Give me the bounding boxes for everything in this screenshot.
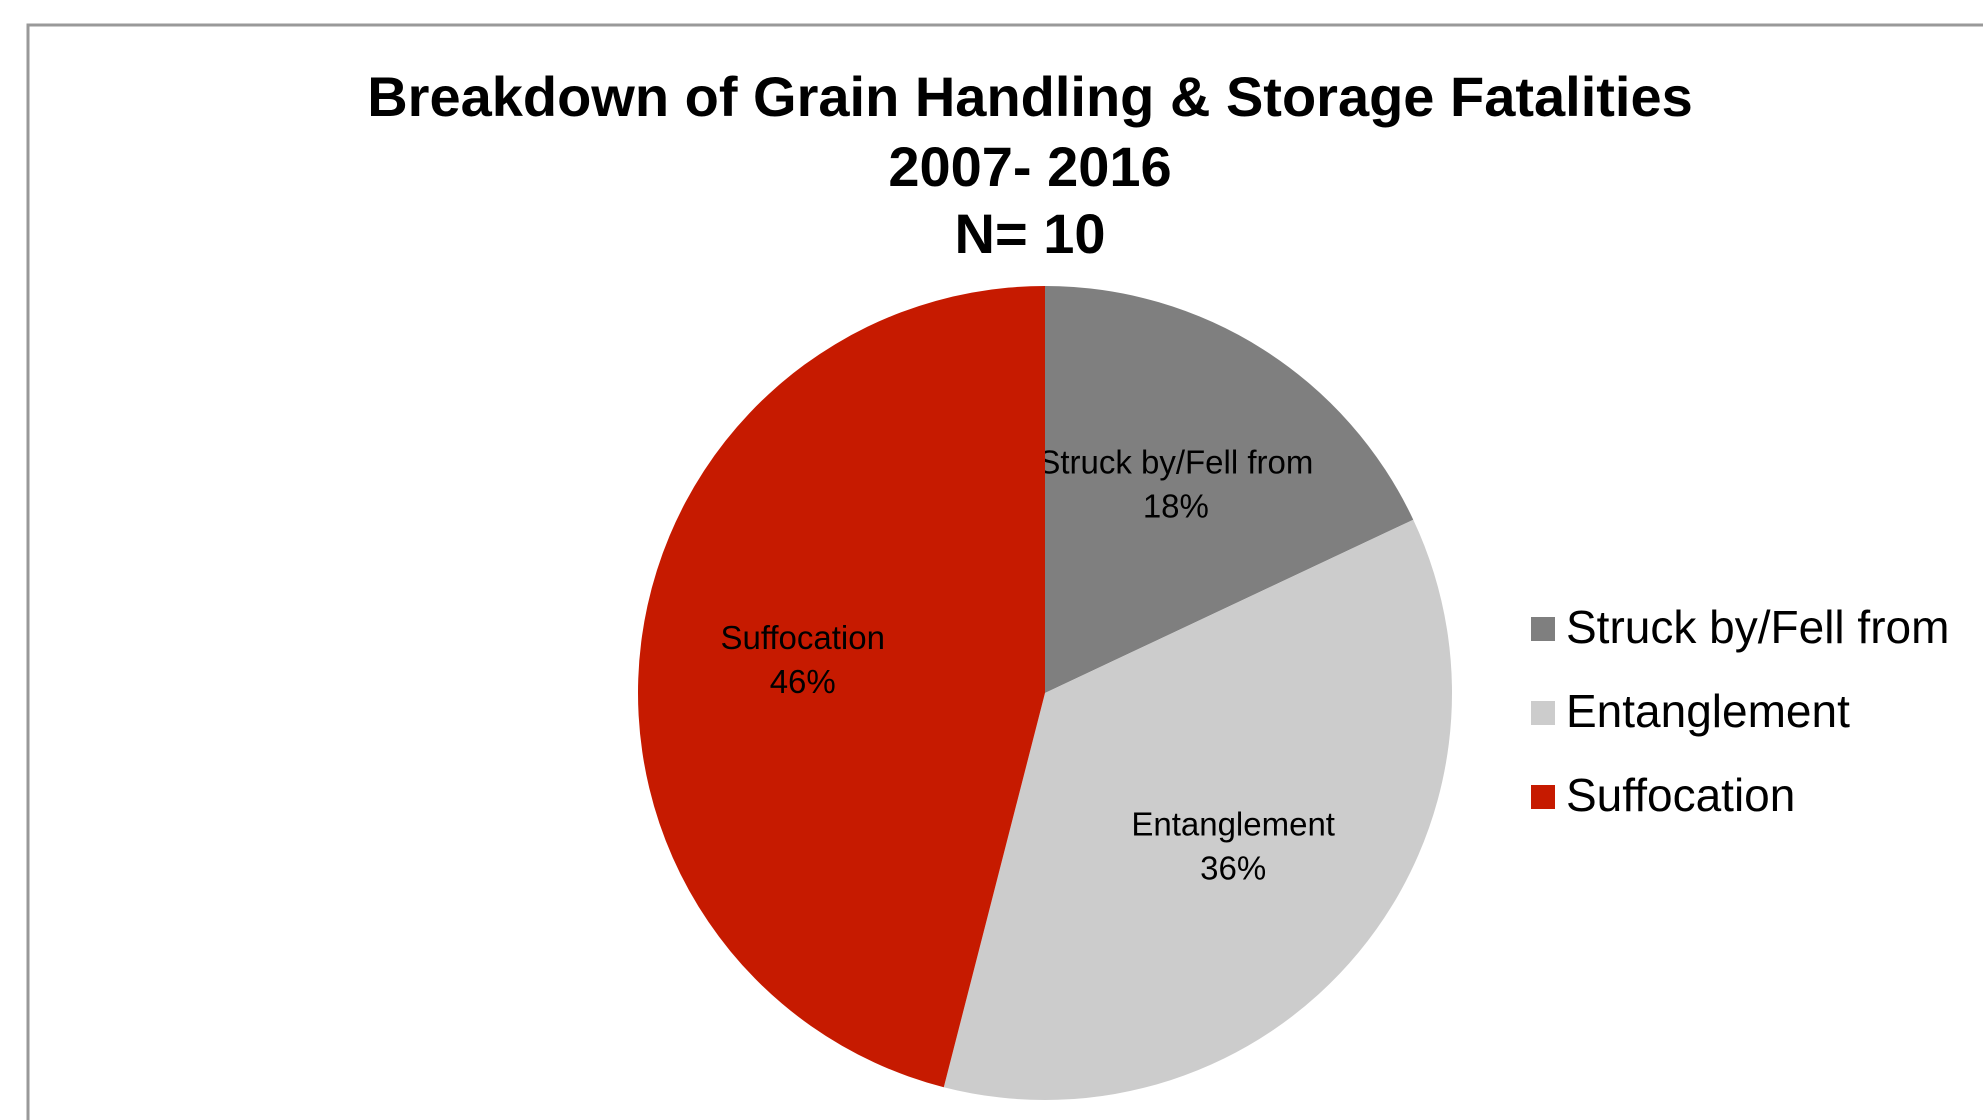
slice-label: Entanglement <box>1131 805 1335 842</box>
slice-value-label: 18% <box>1143 488 1209 525</box>
legend-label: Suffocation <box>1566 769 1795 821</box>
chart-title: Breakdown of Grain Handling & Storage Fa… <box>367 65 1693 128</box>
slice-value-label: 36% <box>1200 849 1266 886</box>
legend-swatch <box>1531 785 1555 809</box>
legend-swatch <box>1531 701 1555 725</box>
pie-slice <box>1045 286 1414 693</box>
chart-subtitle: 2007- 2016 <box>888 135 1171 198</box>
pie-slice <box>638 286 1045 1088</box>
legend-label: Entanglement <box>1566 685 1850 737</box>
frame <box>26 23 1983 1120</box>
slice-label: Suffocation <box>720 619 885 656</box>
pie-slice <box>943 519 1452 1100</box>
slice-value-label: 46% <box>770 663 836 700</box>
legend-swatch <box>1531 617 1555 641</box>
chart-subtitle: N= 10 <box>955 202 1106 265</box>
slice-label: Struck by/Fell from <box>1038 444 1313 481</box>
legend-label: Struck by/Fell from <box>1566 601 1949 653</box>
